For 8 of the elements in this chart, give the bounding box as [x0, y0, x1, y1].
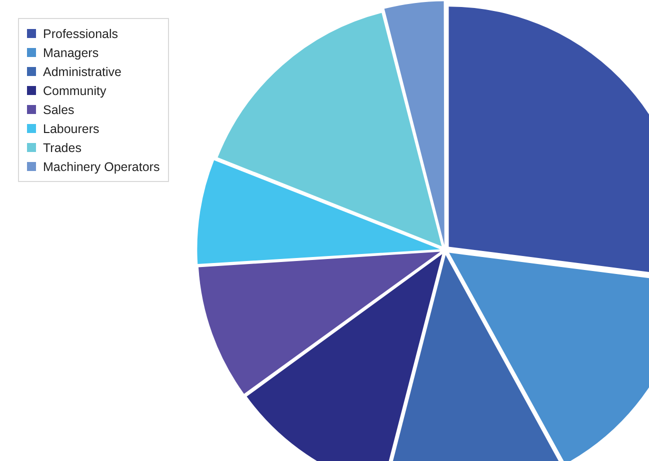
legend-label: Labourers: [43, 122, 100, 136]
legend-label: Administrative: [43, 64, 122, 78]
legend-label: Community: [43, 84, 106, 98]
legend-label: Professionals: [43, 26, 118, 40]
legend-label: Managers: [43, 46, 99, 60]
legend-label: Trades: [43, 140, 82, 154]
legend-label: Sales: [43, 102, 74, 116]
legend-label: Machinery Operators: [43, 160, 160, 174]
